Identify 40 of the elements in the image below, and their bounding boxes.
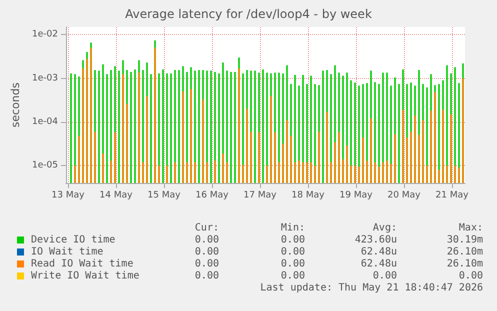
chart-title: Average latency for /dev/loop4 - by week [125, 7, 372, 21]
text: 0.00 [280, 258, 305, 270]
text: 30.19m [446, 234, 483, 246]
y-tick-label: 1e-03 [32, 73, 58, 84]
legend-label: IO Wait time [31, 246, 104, 258]
text: 0.00 [280, 270, 305, 282]
x-tick-label: 17 May [244, 190, 278, 200]
text: 0.00 [280, 234, 305, 246]
text: 0.00 [194, 246, 219, 258]
text: 0.00 [194, 234, 219, 246]
legend-label: Read IO Wait time [31, 258, 134, 270]
text: Avg: [372, 222, 397, 234]
legend-label: Device IO time [31, 234, 116, 246]
x-tick-label: 13 May [52, 190, 86, 200]
x-tick-label: 14 May [100, 190, 134, 200]
text: 0.00 [372, 270, 397, 282]
x-tick-label: 19 May [340, 190, 374, 200]
y-tick-label: 1e-02 [32, 30, 58, 40]
text: 62.48u [360, 246, 397, 258]
text: Max: [458, 222, 483, 234]
text: 423.60u [354, 234, 397, 246]
x-tick-label: 18 May [292, 190, 326, 200]
x-tick-label: 15 May [148, 190, 182, 200]
text: Cur: [194, 222, 219, 234]
x-tick-label: 16 May [196, 190, 230, 200]
text: Last update: Thu May 21 18:40:47 2026 [260, 282, 484, 294]
text: 0.00 [458, 270, 483, 282]
y-axis-title: seconds [9, 82, 22, 128]
text: 0.00 [194, 258, 219, 270]
text: Min: [280, 222, 305, 234]
y-tick-label: 1e-04 [32, 116, 58, 127]
text: 26.10m [446, 258, 483, 270]
text: 0.00 [194, 270, 219, 282]
text: 62.48u [360, 258, 397, 270]
y-tick-label: 1e-05 [32, 160, 58, 171]
x-tick-label: 20 May [388, 190, 422, 200]
text: 0.00 [280, 246, 305, 258]
x-tick-label: 21 May [436, 190, 470, 200]
legend-label: Write IO Wait time [31, 270, 140, 282]
text: 26.10m [446, 246, 483, 258]
